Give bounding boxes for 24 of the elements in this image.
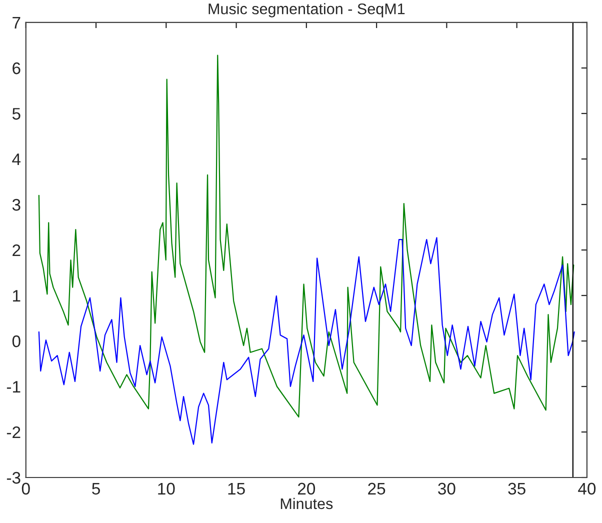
- line-series: [38, 54, 574, 418]
- y-tick-label: -3: [6, 472, 20, 484]
- y-tick-label: 0: [12, 335, 20, 348]
- x-tick-label: 15: [228, 482, 245, 495]
- x-tick-label: 35: [508, 482, 526, 495]
- y-tick-label: 2: [12, 244, 20, 256]
- y-tick-label: -2: [6, 426, 20, 438]
- y-tick-label: 1: [13, 290, 20, 302]
- x-tick-label: 0: [22, 482, 30, 495]
- line-series: [38, 237, 575, 445]
- chart-title: Music segmentation - SeqM1: [208, 3, 405, 18]
- x-tick-label: 10: [158, 482, 175, 495]
- y-tick-label: -1: [6, 381, 20, 393]
- y-tick-label: 6: [12, 62, 20, 74]
- x-tick-label: 40: [578, 482, 596, 495]
- y-tick-label: 4: [12, 154, 21, 166]
- y-tick-label: 3: [12, 198, 20, 211]
- x-tick-label: 20: [298, 482, 316, 495]
- x-tick-label: 30: [438, 482, 456, 495]
- y-tick-label: 5: [12, 108, 20, 120]
- x-tick-label: 25: [368, 482, 386, 495]
- x-axis-title: Minutes: [280, 498, 333, 510]
- y-tick-label: 7: [12, 17, 20, 29]
- x-tick-label: 5: [92, 482, 100, 495]
